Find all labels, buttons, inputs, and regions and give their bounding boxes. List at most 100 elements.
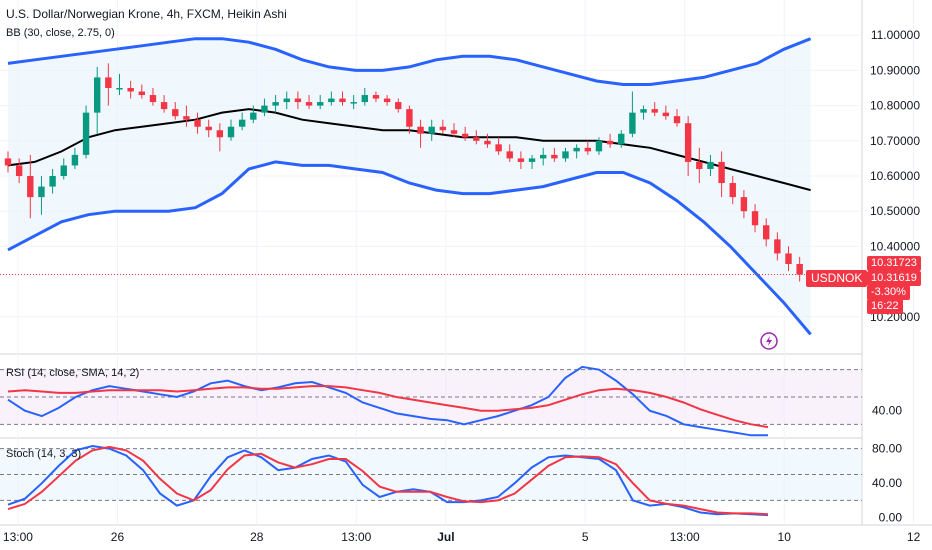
candle-body (305, 102, 313, 106)
candle-body (584, 147, 591, 152)
candle-body (38, 186, 45, 198)
candle-body (796, 264, 803, 275)
candle-body (562, 151, 569, 159)
chart-title: U.S. Dollar/Norwegian Krone, 4h, FXCM, H… (6, 7, 287, 21)
candle-body (138, 91, 145, 96)
candle-body (751, 211, 759, 226)
last-price-tag: 10.31723 (867, 256, 921, 271)
candle-body (439, 126, 447, 131)
candle-body (774, 239, 781, 254)
candle-body (339, 98, 346, 103)
price-tick-label: 10.90000 (870, 63, 920, 77)
candle-body (395, 102, 402, 110)
candle-body (707, 161, 714, 169)
time-tick-label: 13:00 (341, 530, 371, 544)
candle-body (4, 158, 12, 166)
candle-body (372, 95, 380, 99)
time-tick-label: 26 (111, 530, 125, 544)
candle-body (696, 161, 703, 169)
candle-body (528, 158, 536, 162)
candle-body (718, 161, 725, 184)
candle-body (317, 102, 324, 106)
candle-body (495, 144, 502, 152)
price-tick-label: 11.00000 (871, 28, 920, 42)
candle-body (328, 98, 335, 103)
candle-body (71, 154, 79, 166)
price-tick-label: 10.40000 (870, 239, 920, 253)
candle-body (105, 77, 112, 88)
candle-body (82, 112, 90, 155)
candle-body (238, 119, 246, 127)
candle-body (194, 119, 201, 127)
candle-body (227, 126, 235, 138)
change-tag: -3.30% (867, 285, 910, 300)
candle-body (484, 140, 491, 145)
time-tick-label: Jul (437, 530, 454, 544)
candle-body (127, 88, 134, 92)
candle-body (116, 88, 123, 90)
stoch-tick-label: 0.00 (879, 511, 903, 525)
candle-body (763, 225, 770, 240)
rsi-tick-label: 40.00 (872, 404, 902, 418)
candle-body (629, 112, 636, 134)
symbol-tag[interactable]: USDNOK (806, 270, 868, 287)
current-price-tag: 10.31619 (867, 271, 921, 286)
candle-body (662, 112, 670, 117)
price-tick-label: 10.70000 (870, 134, 920, 148)
candle-body (94, 77, 101, 113)
candle-body (573, 147, 580, 152)
candle-body (517, 158, 525, 162)
candle-body (640, 109, 647, 113)
bb-band-fill (8, 38, 811, 335)
candle-body (473, 137, 480, 141)
candle-body (595, 140, 603, 152)
stoch-series-line (7, 445, 769, 516)
candle-body (740, 197, 748, 212)
candle-body (183, 116, 190, 120)
candle-body (216, 130, 224, 138)
time-tick-label: 10 (778, 530, 792, 544)
time-tick-label: 12 (907, 530, 921, 544)
candle-body (428, 126, 435, 134)
candle-body (60, 165, 67, 176)
candle-body (149, 95, 157, 103)
price-tick-label: 10.60000 (870, 169, 920, 183)
candle-body (540, 154, 547, 159)
candle-body (450, 130, 458, 134)
candle-body (785, 253, 792, 264)
candle-body (294, 98, 302, 103)
price-tick-label: 10.50000 (870, 204, 920, 218)
candle-body (15, 165, 23, 176)
time-tick-label: 13:00 (3, 530, 33, 544)
stoch-tick-label: 40.00 (872, 476, 902, 490)
stoch-indicator-label[interactable]: Stoch (14, 3, 3) (6, 448, 82, 460)
candle-body (261, 105, 268, 113)
candle-body (618, 133, 625, 145)
candle-body (172, 109, 179, 117)
bb-upper-line (7, 37, 812, 86)
candle-body (350, 102, 357, 104)
time-tick-label: 28 (250, 530, 264, 544)
rsi-indicator-label[interactable]: RSI (14, close, SMA, 14, 2) (6, 367, 140, 379)
candle-body (49, 176, 56, 187)
candle-body (651, 109, 658, 113)
candle-body (205, 126, 212, 131)
time-tick-label: 13:00 (670, 530, 700, 544)
candle-body (361, 95, 368, 103)
candle-body (673, 116, 681, 124)
countdown-tag: 16:22 (867, 299, 903, 314)
bb-lower-line (7, 160, 812, 336)
candle-body (27, 176, 34, 198)
bb-indicator-label[interactable]: BB (30, close, 2.75, 0) (6, 27, 115, 39)
stoch-series-line (7, 444, 769, 517)
candle-body (383, 98, 391, 103)
lightning-icon (766, 336, 772, 346)
candle-body (506, 151, 513, 159)
candle-body (684, 123, 692, 162)
candle-body (551, 154, 558, 159)
candle-body (417, 126, 424, 134)
price-tick-label: 10.80000 (870, 99, 920, 113)
candle-body (283, 98, 290, 103)
candle-body (272, 102, 279, 106)
